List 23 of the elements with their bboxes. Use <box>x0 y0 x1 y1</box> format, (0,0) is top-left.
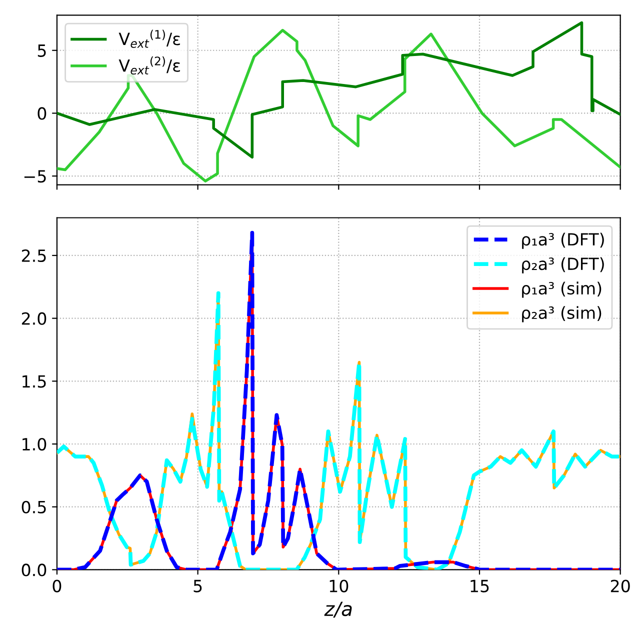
legend-label: V$_{ext}$$^{(2)}$/ε <box>118 56 180 75</box>
x-tick-label: 0 <box>52 580 62 592</box>
line-series <box>56 21 620 159</box>
legend-label: ρ₂a³ (DFT) <box>522 257 604 274</box>
y-tick-label: 0.0 <box>22 564 46 576</box>
x-axis-title: z/a <box>324 602 352 618</box>
x-tick-label: 5 <box>194 580 202 592</box>
y-tick-label: 1.0 <box>22 438 46 451</box>
legend-label: V$_{ext}$$^{(1)}$/ε <box>118 30 180 48</box>
y-tick-label: 2.0 <box>22 312 46 325</box>
x-tick-label: 20 <box>610 580 630 592</box>
legend-label: ρ₁a³ (DFT) <box>522 232 604 249</box>
y-tick-label: 1.5 <box>22 375 46 388</box>
legend-label: ρ₂a³ (sim) <box>522 306 602 322</box>
y-tick-label: 2.5 <box>22 249 46 262</box>
x-tick-label: 15 <box>470 580 489 592</box>
legend-label: ρ₁a³ (sim) <box>522 282 602 298</box>
y-tick-label: −5 <box>24 170 46 183</box>
y-tick-label: 0 <box>38 107 46 120</box>
line-series <box>56 28 620 182</box>
y-tick-label: 0.5 <box>22 500 46 514</box>
y-tick-label: 5 <box>38 44 46 57</box>
x-tick-label: 10 <box>330 580 348 592</box>
